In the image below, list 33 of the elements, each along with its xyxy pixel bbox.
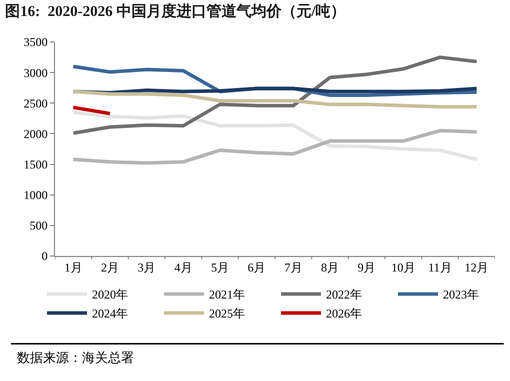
x-tick-label: 6月 <box>248 260 266 274</box>
x-tick-label: 9月 <box>358 260 376 274</box>
y-tick-label: 3000 <box>24 66 48 80</box>
y-tick-label: 1500 <box>24 157 48 172</box>
legend-label: 2021年 <box>209 288 245 302</box>
x-tick-label: 4月 <box>174 260 192 274</box>
y-tick-label: 500 <box>30 218 48 233</box>
x-tick-label: 3月 <box>138 260 156 274</box>
line-series <box>72 110 478 162</box>
x-tick-label: 5月 <box>211 260 229 274</box>
legend-label: 2023年 <box>443 288 479 302</box>
legend-label: 2026年 <box>326 306 362 321</box>
line-series <box>72 56 478 135</box>
y-tick-label: 0 <box>42 249 48 264</box>
legend-label: 2020年 <box>92 288 128 302</box>
y-tick-label: 1000 <box>24 188 48 202</box>
x-tick-label: 12月 <box>464 260 489 274</box>
line-series <box>72 90 478 109</box>
x-tick-label: 8月 <box>321 260 339 274</box>
y-tick-label: 2500 <box>24 96 48 110</box>
x-tick-label: 7月 <box>284 260 302 274</box>
line-series <box>72 128 478 165</box>
x-tick-label: 1月 <box>64 260 82 274</box>
legend-label: 2022年 <box>326 288 362 302</box>
y-tick-label: 2000 <box>24 126 48 141</box>
legend-label: 2025年 <box>209 306 245 321</box>
x-tick-label: 2月 <box>101 260 119 274</box>
x-tick-label: 11月 <box>428 260 452 274</box>
chart-title: 图16: 2020-2026 中国月度进口管道气均价（元/吨） <box>5 2 346 20</box>
x-tick-label: 10月 <box>391 260 416 274</box>
source-note: 数据来源：海关总署 <box>17 350 134 365</box>
y-tick-label: 3500 <box>24 35 48 50</box>
legend-label: 2024年 <box>92 306 128 321</box>
